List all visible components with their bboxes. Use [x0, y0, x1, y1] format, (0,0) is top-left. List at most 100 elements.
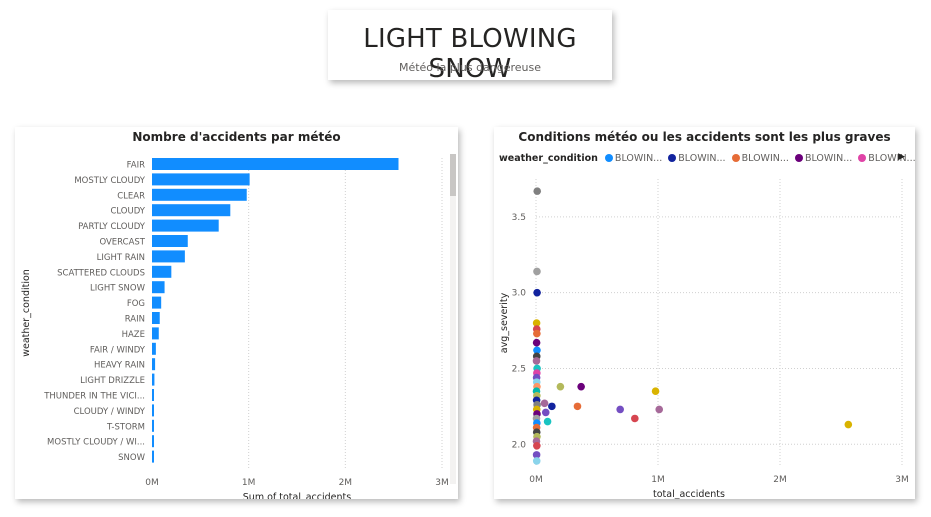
category-label: HEAVY RAIN	[94, 361, 145, 371]
x-axis-title: Sum of total_accidents	[243, 492, 352, 499]
scatter-point	[543, 417, 552, 426]
bar	[152, 281, 165, 294]
kpi-value: LIGHT BLOWING SNOW	[363, 24, 577, 84]
legend-item[interactable]: BLOWIN...	[604, 153, 663, 164]
legend-title: weather_condition	[499, 153, 598, 164]
bar	[152, 158, 399, 170]
category-label: HAZE	[122, 330, 145, 340]
scatter-point	[556, 382, 565, 391]
scatter-point	[541, 408, 550, 417]
bar	[152, 265, 172, 278]
bar	[152, 204, 231, 217]
category-label: LIGHT RAIN	[97, 253, 145, 263]
legend-item-label: BLOWIN...	[868, 153, 916, 164]
scatter-point	[532, 357, 541, 365]
legend-item-label: BLOWIN...	[741, 153, 789, 164]
category-label: MOSTLY CLOUDY	[74, 176, 145, 186]
scatter-chart-visual[interactable]: Conditions météo ou les accidents sont l…	[494, 127, 916, 499]
category-label: LIGHT DRIZZLE	[80, 376, 145, 386]
legend-item[interactable]: BLOWIN...	[668, 153, 726, 164]
scatter-chart-svg: 2.0 2.5 3.0 3.5 0M 1M 2M 3M total_accidents avg_s…	[499, 179, 909, 499]
category-label: OVERCAST	[99, 238, 145, 248]
x-tick-label: 2M	[339, 478, 353, 488]
legend-dot	[731, 154, 740, 162]
bar	[152, 188, 247, 201]
legend-dot	[668, 154, 677, 162]
bar-chart-svg: 0M 1M 2M 3M FAIR MOSTLY CLOUDY CLEAR CLOUDY PART…	[21, 154, 456, 499]
scatter-point	[532, 457, 541, 465]
scatter-point	[616, 405, 624, 414]
bar	[152, 373, 155, 386]
category-label: T-STORM	[106, 422, 145, 432]
legend-dot	[794, 154, 803, 162]
scatter-point	[548, 402, 556, 411]
y-tick-label: 3.5	[512, 213, 526, 223]
bar	[152, 342, 156, 355]
bar	[152, 435, 154, 448]
scatter-point	[532, 319, 541, 327]
scatter-point	[631, 414, 639, 423]
legend-item-label: BLOWIN...	[614, 153, 663, 164]
category-label: SNOW	[118, 453, 145, 463]
kpi-label: Météo la plus dangereuse	[398, 61, 542, 74]
legend-item[interactable]: BLOWIN...	[794, 153, 852, 164]
scatter-point	[532, 451, 541, 459]
bar	[152, 219, 219, 232]
x-tick-label: 3M	[435, 478, 449, 488]
bar	[152, 235, 188, 247]
legend-dot	[604, 154, 613, 162]
category-label: PARTLY CLOUDY	[78, 222, 146, 232]
x-tick-label: 0M	[145, 478, 159, 488]
y-axis-title: avg_severity	[499, 292, 510, 353]
category-label: FAIR	[127, 161, 145, 171]
bar	[152, 173, 250, 186]
bar	[152, 358, 156, 371]
category-label: THUNDER IN THE VICI...	[43, 392, 145, 402]
scrollbar-track[interactable]	[450, 154, 456, 484]
kpi-card[interactable]: LIGHT BLOWING SNOW Météo la plus dangere…	[328, 10, 612, 84]
bar	[152, 312, 160, 324]
legend-item[interactable]: BLOWIN...	[731, 153, 789, 164]
scatter-legend: weather_condition BLOWIN... BLOWIN... BL…	[499, 153, 919, 164]
y-tick-label: 2.5	[512, 364, 526, 374]
bar-chart-visual[interactable]: Nombre d'accidents par météo 0M 1M 2M 3M FAI…	[15, 127, 458, 499]
scatter-point	[573, 402, 582, 411]
scatter-point	[651, 387, 660, 396]
category-label: CLEAR	[117, 191, 145, 201]
scatter-point	[532, 338, 541, 347]
bar	[152, 450, 154, 463]
bar	[152, 389, 154, 401]
x-tick-label: 3M	[895, 475, 909, 485]
category-label: FOG	[127, 299, 145, 309]
scatter-point	[655, 405, 664, 414]
bar	[152, 327, 159, 340]
category-label: RAIN	[125, 315, 145, 325]
y-axis-title: weather_condition	[21, 269, 32, 357]
category-label: CLOUDY / WINDY	[74, 407, 146, 417]
category-label: SCATTERED CLOUDS	[57, 268, 145, 278]
scatter-point	[533, 441, 541, 450]
scatter-point	[577, 382, 585, 391]
legend-item[interactable]: BLOWIN...	[858, 153, 916, 164]
scatter-point	[533, 187, 542, 195]
scatter-point	[533, 329, 541, 338]
scatter-point	[533, 288, 541, 297]
legend-item-label: BLOWIN...	[678, 153, 726, 164]
category-label: MOSTLY CLOUDY / WI...	[47, 438, 145, 448]
x-tick-label: 0M	[529, 475, 543, 485]
legend-dot	[858, 154, 867, 162]
bar	[152, 250, 185, 263]
scatter-point	[533, 267, 541, 276]
bar-chart-title: Nombre d'accidents par météo	[132, 130, 341, 144]
chevron-right-icon[interactable]: ▶	[898, 152, 905, 162]
bar	[152, 419, 154, 432]
scatter-chart-title: Conditions météo ou les accidents sont l…	[518, 130, 891, 144]
scatter-point	[844, 420, 853, 429]
scatter-point	[540, 399, 549, 408]
scatter-point	[533, 346, 541, 355]
y-tick-label: 2.0	[512, 440, 527, 450]
scrollbar-thumb[interactable]	[450, 154, 456, 196]
x-tick-label: 1M	[242, 478, 256, 488]
bar	[152, 404, 154, 417]
x-axis-title: total_accidents	[653, 489, 725, 499]
